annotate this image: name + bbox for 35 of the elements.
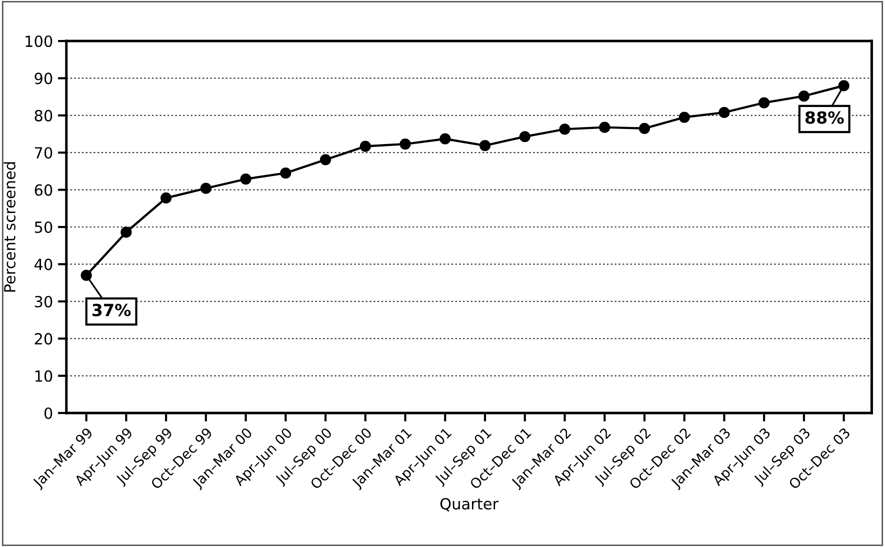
annotation: 88% xyxy=(805,111,844,124)
y-tick-label: 40 xyxy=(34,258,52,270)
point xyxy=(400,138,411,150)
y-tick-label: 60 xyxy=(34,184,52,196)
point xyxy=(638,122,650,134)
point xyxy=(240,173,252,185)
point xyxy=(758,97,770,108)
point xyxy=(440,133,451,144)
point xyxy=(718,106,730,118)
y-tick-label: 80 xyxy=(34,110,52,122)
point xyxy=(320,154,332,166)
point xyxy=(678,112,690,123)
annotation: 37% xyxy=(92,304,131,316)
point xyxy=(599,122,610,133)
point xyxy=(200,182,212,194)
y-tick-label: 100 xyxy=(26,35,52,48)
point xyxy=(798,90,810,102)
point xyxy=(280,168,292,179)
point xyxy=(80,270,92,281)
y-tick-label: 90 xyxy=(34,72,52,84)
point xyxy=(160,192,172,204)
y-tick-label: 50 xyxy=(34,221,52,234)
y-tick-label: 10 xyxy=(35,370,52,382)
point xyxy=(120,226,132,238)
point xyxy=(519,131,530,142)
y-tick-label: 70 xyxy=(34,147,52,159)
point xyxy=(559,124,570,135)
y-tick-label: 0 xyxy=(44,407,52,420)
point xyxy=(838,80,850,92)
point xyxy=(479,140,491,152)
point xyxy=(360,140,371,152)
y-tick-label: 30 xyxy=(34,296,52,308)
y-tick-label: 20 xyxy=(34,333,52,345)
y-axis-title: Percent screened xyxy=(4,162,16,292)
x-axis-title: Quarter xyxy=(440,498,499,512)
